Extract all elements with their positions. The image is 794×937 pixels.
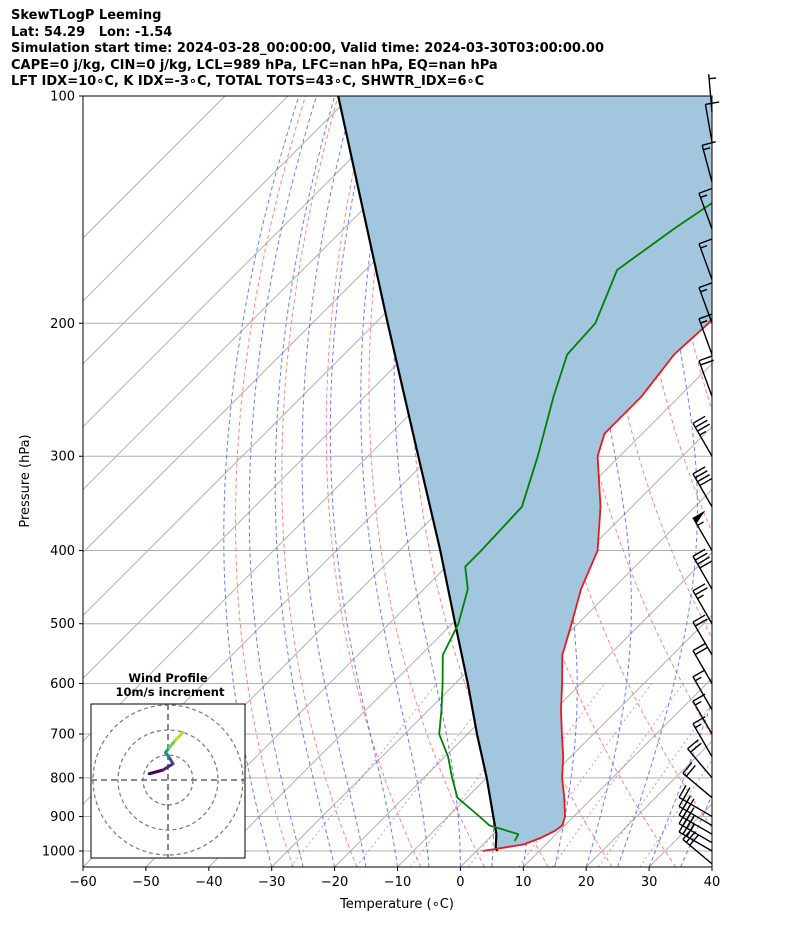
moist-adiabat-line [711,865,712,867]
x-tick-label: 0 [456,875,464,890]
mixing-ratio-line [355,683,500,867]
x-tick-label: 10 [515,875,532,890]
x-tick-label: −20 [321,875,348,890]
axis-ticks: −60 −50 −40 −30 −20 −10 0 10 20 30 40 100 200 300 400 5… [42,90,720,891]
isotherm-line [83,96,415,428]
profile-lines [337,96,712,852]
dry-adiabat-line [630,96,712,534]
x-axis-label: Temperature (∘C) [339,897,454,912]
header-line-3: Simulation start time: 2024-03-28_00:00:… [11,41,604,56]
y-tick-label: 700 [50,728,75,743]
dry-adiabat-line [281,96,358,867]
mixing-ratio-line [597,702,712,867]
y-tick-label: 900 [50,810,75,825]
x-tick-label: −60 [69,875,96,890]
wind-barb [692,510,713,551]
wind-barb [692,466,713,508]
moist-adiabat-line [680,793,712,867]
header-line-4: CAPE=0 j/kg, CIN=0 j/kg, LCL=989 hPa, LF… [11,57,498,73]
wind-barb [692,614,713,656]
header-line-5: LFT IDX=10∘C, K IDX=-3∘C, TOTAL TOTS=43∘… [11,74,485,89]
isotherm-line [83,96,477,491]
dry-adiabat-line [729,96,794,867]
isotherm-line [460,614,712,867]
mixing-ratio-line [639,759,712,867]
wind-barb [698,238,713,280]
wind-barb [692,548,713,590]
dry-adiabat-line [368,96,485,867]
dry-adiabat-line [762,96,794,867]
parcel-profile-line [337,96,499,852]
wind-barb [692,669,713,711]
mixing-ratio-line [290,683,438,867]
wind-barb [701,141,716,183]
wind-barb [698,313,713,355]
y-tick-label: 100 [50,90,75,105]
dry-adiabat-line [325,96,422,867]
hodograph-title: Wind Profile [128,671,208,685]
mixing-ratio-line [551,683,684,867]
isotherm-line [711,866,712,867]
y-tick-label: 500 [50,617,75,632]
y-tick-label: 300 [50,450,75,465]
y-tick-label: 400 [50,544,75,559]
mixing-ratio-line [468,683,605,867]
wind-barb [692,415,713,457]
x-tick-label: 40 [704,875,721,890]
wind-barbs [678,74,720,865]
x-tick-label: −40 [195,875,222,890]
moist-adiabat-line [274,96,336,867]
isotherm-line [334,488,712,867]
x-tick-label: 30 [641,875,658,890]
wind-barb [707,74,717,113]
header-line-1: SkewTLogP Leeming [11,8,162,23]
wind-barb [698,187,713,230]
moist-adiabat-line [301,96,367,867]
hodograph-segment [167,738,177,749]
wind-barb [678,784,713,818]
hodograph-segment [161,762,175,772]
wind-barb [692,642,713,684]
y-tick-label: 200 [50,317,75,332]
temperature-profile-line [482,316,712,852]
moist-adiabat-line [648,700,712,867]
y-tick-label: 1000 [42,845,75,860]
moist-adiabat-line [223,96,300,867]
hodograph-subtitle: 10m/s increment [116,685,225,699]
x-tick-label: −30 [258,875,285,890]
chart-header: SkewTLogP Leeming Lat: 54.29 Lon: -1.54 … [11,8,604,91]
header-line-2: Lat: 54.29 Lon: -1.54 [11,24,173,40]
cape-cin-shade [338,96,712,851]
moist-adiabat-line [393,96,461,867]
moist-adiabat-line [248,96,317,867]
x-tick-label: 20 [578,875,595,890]
isotherm-line [83,96,226,239]
x-tick-label: −50 [132,875,159,890]
dry-adiabat-line [235,96,306,867]
y-tick-label: 800 [50,771,75,786]
dewpoint-profile-line [438,201,712,842]
hodograph-segment [174,731,185,742]
wind-barb [687,739,713,779]
y-axis-label: Pressure (hPa) [18,434,33,527]
hodograph-segment [147,768,165,776]
isotherm-line [522,677,712,867]
shaded-area [338,96,712,851]
wind-barb [692,583,713,625]
wind-barb [682,762,713,799]
wind-barb [698,282,713,324]
isotherm-line [83,96,289,302]
isotherm-line [83,96,352,365]
y-tick-label: 600 [50,677,75,692]
isotherm-line [271,425,712,867]
x-tick-label: −10 [384,875,411,890]
